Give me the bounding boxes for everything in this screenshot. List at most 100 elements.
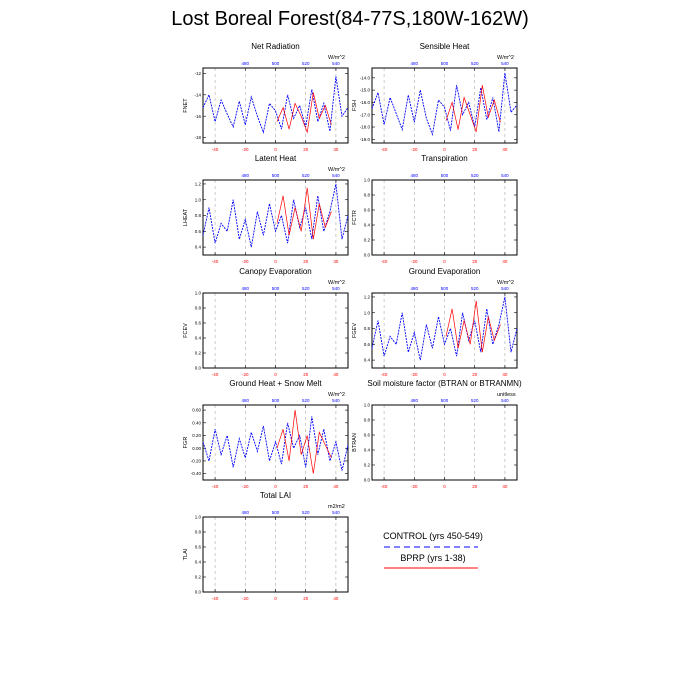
x-tick-label-top: 540 <box>501 61 509 66</box>
x-tick-label-top: 500 <box>272 61 280 66</box>
x-tick-label-top: 480 <box>242 510 250 515</box>
panel-title: Latent Heat <box>254 154 297 163</box>
x-tick-label-bottom: -20 <box>242 372 249 377</box>
x-tick-label-top: 540 <box>501 173 509 178</box>
x-tick-label-bottom: 0 <box>274 484 277 489</box>
x-tick-label-bottom: -20 <box>411 372 418 377</box>
series-line-control <box>371 72 518 137</box>
series-line-bprp <box>445 300 501 353</box>
y-tick-label: 0.8 <box>195 213 202 218</box>
x-tick-label-bottom: 40 <box>502 372 508 377</box>
x-tick-label-top: 480 <box>411 286 419 291</box>
x-tick-label-bottom: 0 <box>443 147 446 152</box>
x-tick-label-bottom: 40 <box>333 372 339 377</box>
x-tick-label-top: 480 <box>411 173 419 178</box>
y-tick-label: 0.0 <box>195 590 202 595</box>
series-line-bprp <box>276 410 332 474</box>
x-tick-label-bottom: 40 <box>502 147 508 152</box>
legend <box>384 546 478 569</box>
panel-title: Sensible Heat <box>419 42 470 51</box>
x-tick-label-bottom: -40 <box>381 147 388 152</box>
y-tick-label: 0.6 <box>364 433 371 438</box>
y-tick-label: 0.60 <box>192 408 201 413</box>
y-tick-label: 0.6 <box>195 545 202 550</box>
y-tick-label: 0.6 <box>195 229 202 234</box>
y-tick-label: 1.0 <box>364 178 371 183</box>
y-tick-label: -18 <box>194 135 201 140</box>
y-tick-label: 0.8 <box>364 326 371 331</box>
x-tick-label-top: 500 <box>272 173 280 178</box>
legend-bprp-label: BPRP (yrs 1-38) <box>400 553 466 563</box>
y-tick-label: 0.40 <box>192 420 201 425</box>
series-line-bprp <box>276 92 332 134</box>
panel-title: Ground Evaporation <box>408 267 481 276</box>
x-tick-label-bottom: 0 <box>274 259 277 264</box>
x-tick-label-bottom: -40 <box>212 147 219 152</box>
y-axis-label: BTRAN <box>352 433 358 452</box>
x-tick-label-bottom: 40 <box>333 484 339 489</box>
y-tick-label: -14.0 <box>360 75 371 80</box>
x-tick-label-top: 540 <box>501 398 509 403</box>
panel-fsh: -14.0 -15.0 -16.0 -17.0 -18.0 -19.0 -40 -20 0 20 4… <box>352 61 518 152</box>
x-tick-label-top: 540 <box>501 286 509 291</box>
x-tick-label-bottom: 40 <box>333 147 339 152</box>
x-tick-label-top: 500 <box>272 510 280 515</box>
y-tick-label: 0.0 <box>195 366 202 371</box>
x-tick-label-bottom: 40 <box>333 259 339 264</box>
x-tick-label-bottom: 20 <box>472 484 478 489</box>
y-tick-label: -17.0 <box>360 112 371 117</box>
panel-fctr: 1.0 0.8 0.6 0.4 0.2 0.0 -40 -20 0 20 40 480 500 520 54… <box>352 173 518 264</box>
y-tick-label: 0.2 <box>195 351 202 356</box>
panel-title: Transpiration <box>421 154 468 163</box>
x-tick-label-bottom: 20 <box>303 484 309 489</box>
panel-unit-label: W/m^2 <box>328 280 345 286</box>
x-tick-label-top: 500 <box>441 286 449 291</box>
y-tick-label: 0.4 <box>195 560 202 565</box>
x-tick-label-bottom: 0 <box>443 484 446 489</box>
x-tick-label-bottom: 0 <box>274 596 277 601</box>
panel-title: Ground Heat + Snow Melt <box>229 379 322 388</box>
y-tick-label: 0.0 <box>364 478 371 483</box>
x-tick-label-bottom: 0 <box>274 147 277 152</box>
panel-title: Total LAI <box>259 491 292 500</box>
x-tick-label-top: 520 <box>471 286 479 291</box>
y-tick-label: -0.40 <box>191 471 202 476</box>
y-tick-label: 0.4 <box>364 358 371 363</box>
y-axis-label: FSH <box>352 100 358 111</box>
x-tick-label-top: 520 <box>471 398 479 403</box>
series-line-control <box>202 416 349 471</box>
panel-unit-label: m2/m2 <box>328 504 345 510</box>
x-tick-label-bottom: 20 <box>472 372 478 377</box>
y-tick-label: 0.8 <box>195 530 202 535</box>
y-axis-label: FCTR <box>352 210 358 225</box>
x-tick-label-bottom: -40 <box>381 372 388 377</box>
y-tick-label: 1.0 <box>195 291 202 296</box>
y-axis-label: FCEV <box>183 323 189 338</box>
x-tick-label-top: 540 <box>332 286 340 291</box>
panel-unit-label: W/m^2 <box>328 55 345 61</box>
x-tick-label-top: 500 <box>441 398 449 403</box>
y-tick-label: 0.2 <box>364 238 371 243</box>
panel-unit-label: W/m^2 <box>328 392 345 398</box>
x-tick-label-bottom: -20 <box>242 484 249 489</box>
panel-title: Soil moisture factor (BTRAN or BTRANMN) <box>367 379 522 388</box>
panel-unit-label: W/m^2 <box>497 280 514 286</box>
y-tick-label: -18.0 <box>360 125 371 130</box>
figure-title: Lost Boreal Forest(84-77S,180W-162W) <box>171 8 529 30</box>
x-tick-label-bottom: -20 <box>242 596 249 601</box>
x-tick-label-top: 480 <box>411 398 419 403</box>
x-tick-label-bottom: -20 <box>242 147 249 152</box>
y-tick-label: 0.6 <box>364 208 371 213</box>
x-tick-label-bottom: 20 <box>303 259 309 264</box>
panel-title: Canopy Evaporation <box>239 267 312 276</box>
x-tick-label-top: 480 <box>242 398 250 403</box>
y-tick-label: 0.4 <box>195 336 202 341</box>
panel-lheat: 1.2 1.0 0.8 0.6 0.4 -40 -20 0 20 40 480 500 520 540 LH… <box>183 173 349 264</box>
x-tick-label-top: 480 <box>242 286 250 291</box>
y-tick-label: -14 <box>194 92 201 97</box>
x-tick-label-top: 520 <box>471 61 479 66</box>
x-tick-label-top: 540 <box>332 398 340 403</box>
x-tick-label-bottom: -20 <box>411 259 418 264</box>
x-tick-label-bottom: 20 <box>303 147 309 152</box>
y-tick-label: -16.0 <box>360 100 371 105</box>
